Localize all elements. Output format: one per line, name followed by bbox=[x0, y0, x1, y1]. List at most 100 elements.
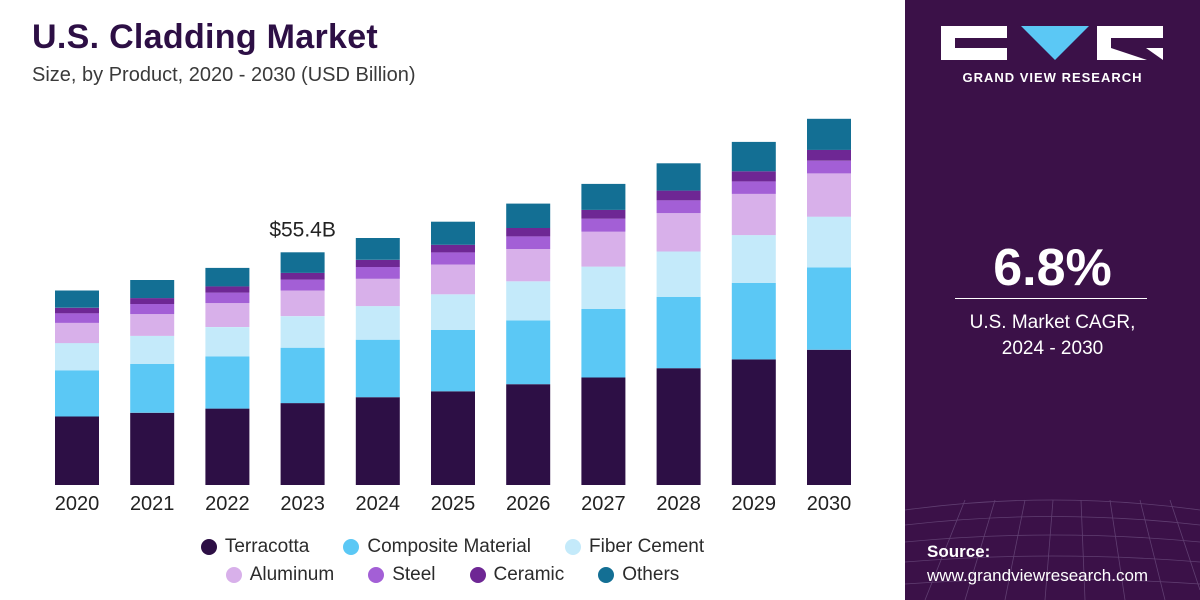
bar-segment-fiber-cement-2023 bbox=[280, 316, 325, 348]
legend-item-others: Others bbox=[598, 564, 679, 586]
others-swatch-icon bbox=[598, 567, 615, 583]
bar-segment-composite-material-2024 bbox=[355, 339, 400, 398]
bar-segment-composite-material-2027 bbox=[581, 309, 626, 378]
brand-name: GRAND VIEW RESEARCH bbox=[962, 70, 1143, 85]
bar-segment-ceramic-2030 bbox=[807, 149, 851, 161]
aluminum-swatch-icon bbox=[225, 567, 242, 583]
bar-segment-others-2020 bbox=[55, 290, 99, 308]
bar-segment-aluminum-2020 bbox=[55, 322, 99, 344]
legend-label: Ceramic bbox=[493, 564, 565, 585]
bar-segment-ceramic-2021 bbox=[130, 298, 175, 304]
bar-segment-terracotta-2026 bbox=[506, 384, 551, 485]
bar-segment-fiber-cement-2026 bbox=[506, 281, 551, 321]
bar-segment-ceramic-2027 bbox=[581, 209, 626, 219]
bar-segment-aluminum-2024 bbox=[355, 278, 400, 307]
bar-segment-composite-material-2026 bbox=[506, 320, 551, 385]
source-label: Source: bbox=[927, 542, 991, 561]
legend-label: Composite Material bbox=[367, 536, 532, 557]
bar-segment-composite-material-2025 bbox=[431, 330, 475, 392]
bar-segment-composite-material-2020 bbox=[55, 370, 99, 417]
bar-segment-composite-material-2021 bbox=[130, 364, 175, 413]
bar-segment-ceramic-2025 bbox=[431, 244, 475, 253]
legend-item-ceramic: Ceramic bbox=[469, 564, 565, 586]
bar-segment-composite-material-2023 bbox=[280, 347, 325, 404]
bar-segment-terracotta-2022 bbox=[205, 408, 250, 485]
legend-row-2: Aluminum Steel Ceramic Others bbox=[0, 564, 905, 586]
bar-segment-steel-2020 bbox=[55, 313, 99, 323]
x-tick-label-2026: 2026 bbox=[506, 493, 551, 515]
x-tick-label-2020: 2020 bbox=[55, 493, 100, 515]
bar-segment-steel-2028 bbox=[656, 200, 701, 214]
bar-segment-fiber-cement-2022 bbox=[205, 327, 250, 357]
bar-segment-ceramic-2020 bbox=[55, 307, 99, 314]
bar-segment-terracotta-2027 bbox=[581, 377, 626, 485]
legend-item-composite-material: Composite Material bbox=[343, 536, 531, 558]
cagr-label: U.S. Market CAGR, 2024 - 2030 bbox=[905, 310, 1200, 362]
bar-segment-steel-2023 bbox=[280, 279, 325, 291]
bar-segment-fiber-cement-2025 bbox=[431, 294, 475, 330]
bar-segment-fiber-cement-2020 bbox=[55, 343, 99, 371]
stacked-bar-chart: 2020 2021 2022 2023 $55.4B 2024 2025 2026 2027 20… bbox=[55, 118, 851, 515]
x-tick-label-2024: 2024 bbox=[356, 493, 401, 515]
composite-material-swatch-icon bbox=[343, 539, 360, 555]
x-tick-label-2027: 2027 bbox=[581, 493, 626, 515]
bar-segment-composite-material-2022 bbox=[205, 356, 250, 409]
info-panel: GRAND VIEW RESEARCH 6.8% U.S. Market CAG… bbox=[905, 0, 1200, 600]
legend-item-terracotta: Terracotta bbox=[200, 536, 310, 558]
cagr-value: 6.8% bbox=[993, 239, 1112, 297]
bar-segment-ceramic-2022 bbox=[205, 286, 250, 293]
chart-subtitle: Size, by Product, 2020 - 2030 (USD Billi… bbox=[32, 64, 416, 86]
bar-segment-steel-2029 bbox=[731, 181, 776, 194]
bar-segment-composite-material-2028 bbox=[656, 296, 701, 369]
x-tick-label-2023: 2023 bbox=[280, 493, 325, 515]
bar-segment-ceramic-2024 bbox=[355, 259, 400, 267]
x-tick-label-2029: 2029 bbox=[732, 493, 777, 515]
legend-label: Steel bbox=[392, 564, 436, 585]
bar-segment-others-2027 bbox=[581, 183, 626, 210]
bar-segment-others-2023 bbox=[280, 252, 325, 273]
bar-segment-composite-material-2030 bbox=[807, 267, 851, 350]
bar-segment-aluminum-2023 bbox=[280, 290, 325, 317]
grand-view-research-logo-icon bbox=[941, 26, 1163, 60]
bar-segment-fiber-cement-2028 bbox=[656, 251, 701, 297]
bar-segment-steel-2025 bbox=[431, 252, 475, 265]
bar-segment-terracotta-2025 bbox=[431, 391, 475, 485]
legend-label: Terracotta bbox=[224, 536, 310, 557]
bar-segment-fiber-cement-2024 bbox=[355, 306, 400, 340]
bar-segment-others-2029 bbox=[731, 141, 776, 172]
legend-label: Others bbox=[622, 564, 680, 585]
bar-segment-aluminum-2021 bbox=[130, 314, 175, 336]
steel-swatch-icon bbox=[368, 567, 385, 583]
cagr-label-line-1: U.S. Market CAGR, bbox=[969, 312, 1136, 333]
legend-item-aluminum: Aluminum bbox=[225, 564, 335, 586]
fiber-cement-swatch-icon bbox=[565, 539, 582, 555]
bar-segment-fiber-cement-2029 bbox=[731, 235, 776, 283]
divider bbox=[955, 298, 1147, 299]
bar-segment-composite-material-2029 bbox=[731, 283, 776, 360]
bar-segment-steel-2026 bbox=[506, 236, 551, 249]
bar-segment-fiber-cement-2021 bbox=[130, 335, 175, 364]
bar-segment-terracotta-2030 bbox=[807, 349, 851, 485]
bar-segment-aluminum-2022 bbox=[205, 303, 250, 327]
bar-segment-ceramic-2028 bbox=[656, 190, 701, 201]
bar-segment-ceramic-2029 bbox=[731, 171, 776, 182]
bar-segment-terracotta-2024 bbox=[355, 397, 400, 485]
bar-segment-others-2022 bbox=[205, 267, 250, 287]
source-link[interactable]: www.grandviewresearch.com bbox=[927, 566, 1149, 585]
x-tick-label-2025: 2025 bbox=[431, 493, 476, 515]
bar-segment-aluminum-2027 bbox=[581, 231, 626, 267]
legend-label: Fiber Cement bbox=[589, 536, 705, 557]
x-tick-label-2028: 2028 bbox=[656, 493, 701, 515]
bar-segment-steel-2030 bbox=[807, 160, 851, 174]
bar-segment-ceramic-2026 bbox=[506, 228, 551, 237]
bar-segment-terracotta-2028 bbox=[656, 368, 701, 485]
bar-segment-ceramic-2023 bbox=[280, 272, 325, 280]
bar-segment-fiber-cement-2030 bbox=[807, 216, 851, 268]
legend-item-steel: Steel bbox=[368, 564, 436, 586]
x-tick-label-2022: 2022 bbox=[205, 493, 250, 515]
bar-segment-terracotta-2029 bbox=[731, 359, 776, 485]
legend-label: Aluminum bbox=[249, 564, 335, 585]
bar-segment-aluminum-2029 bbox=[731, 193, 776, 236]
chart-title: U.S. Cladding Market bbox=[32, 18, 379, 56]
ceramic-swatch-icon bbox=[469, 567, 486, 583]
